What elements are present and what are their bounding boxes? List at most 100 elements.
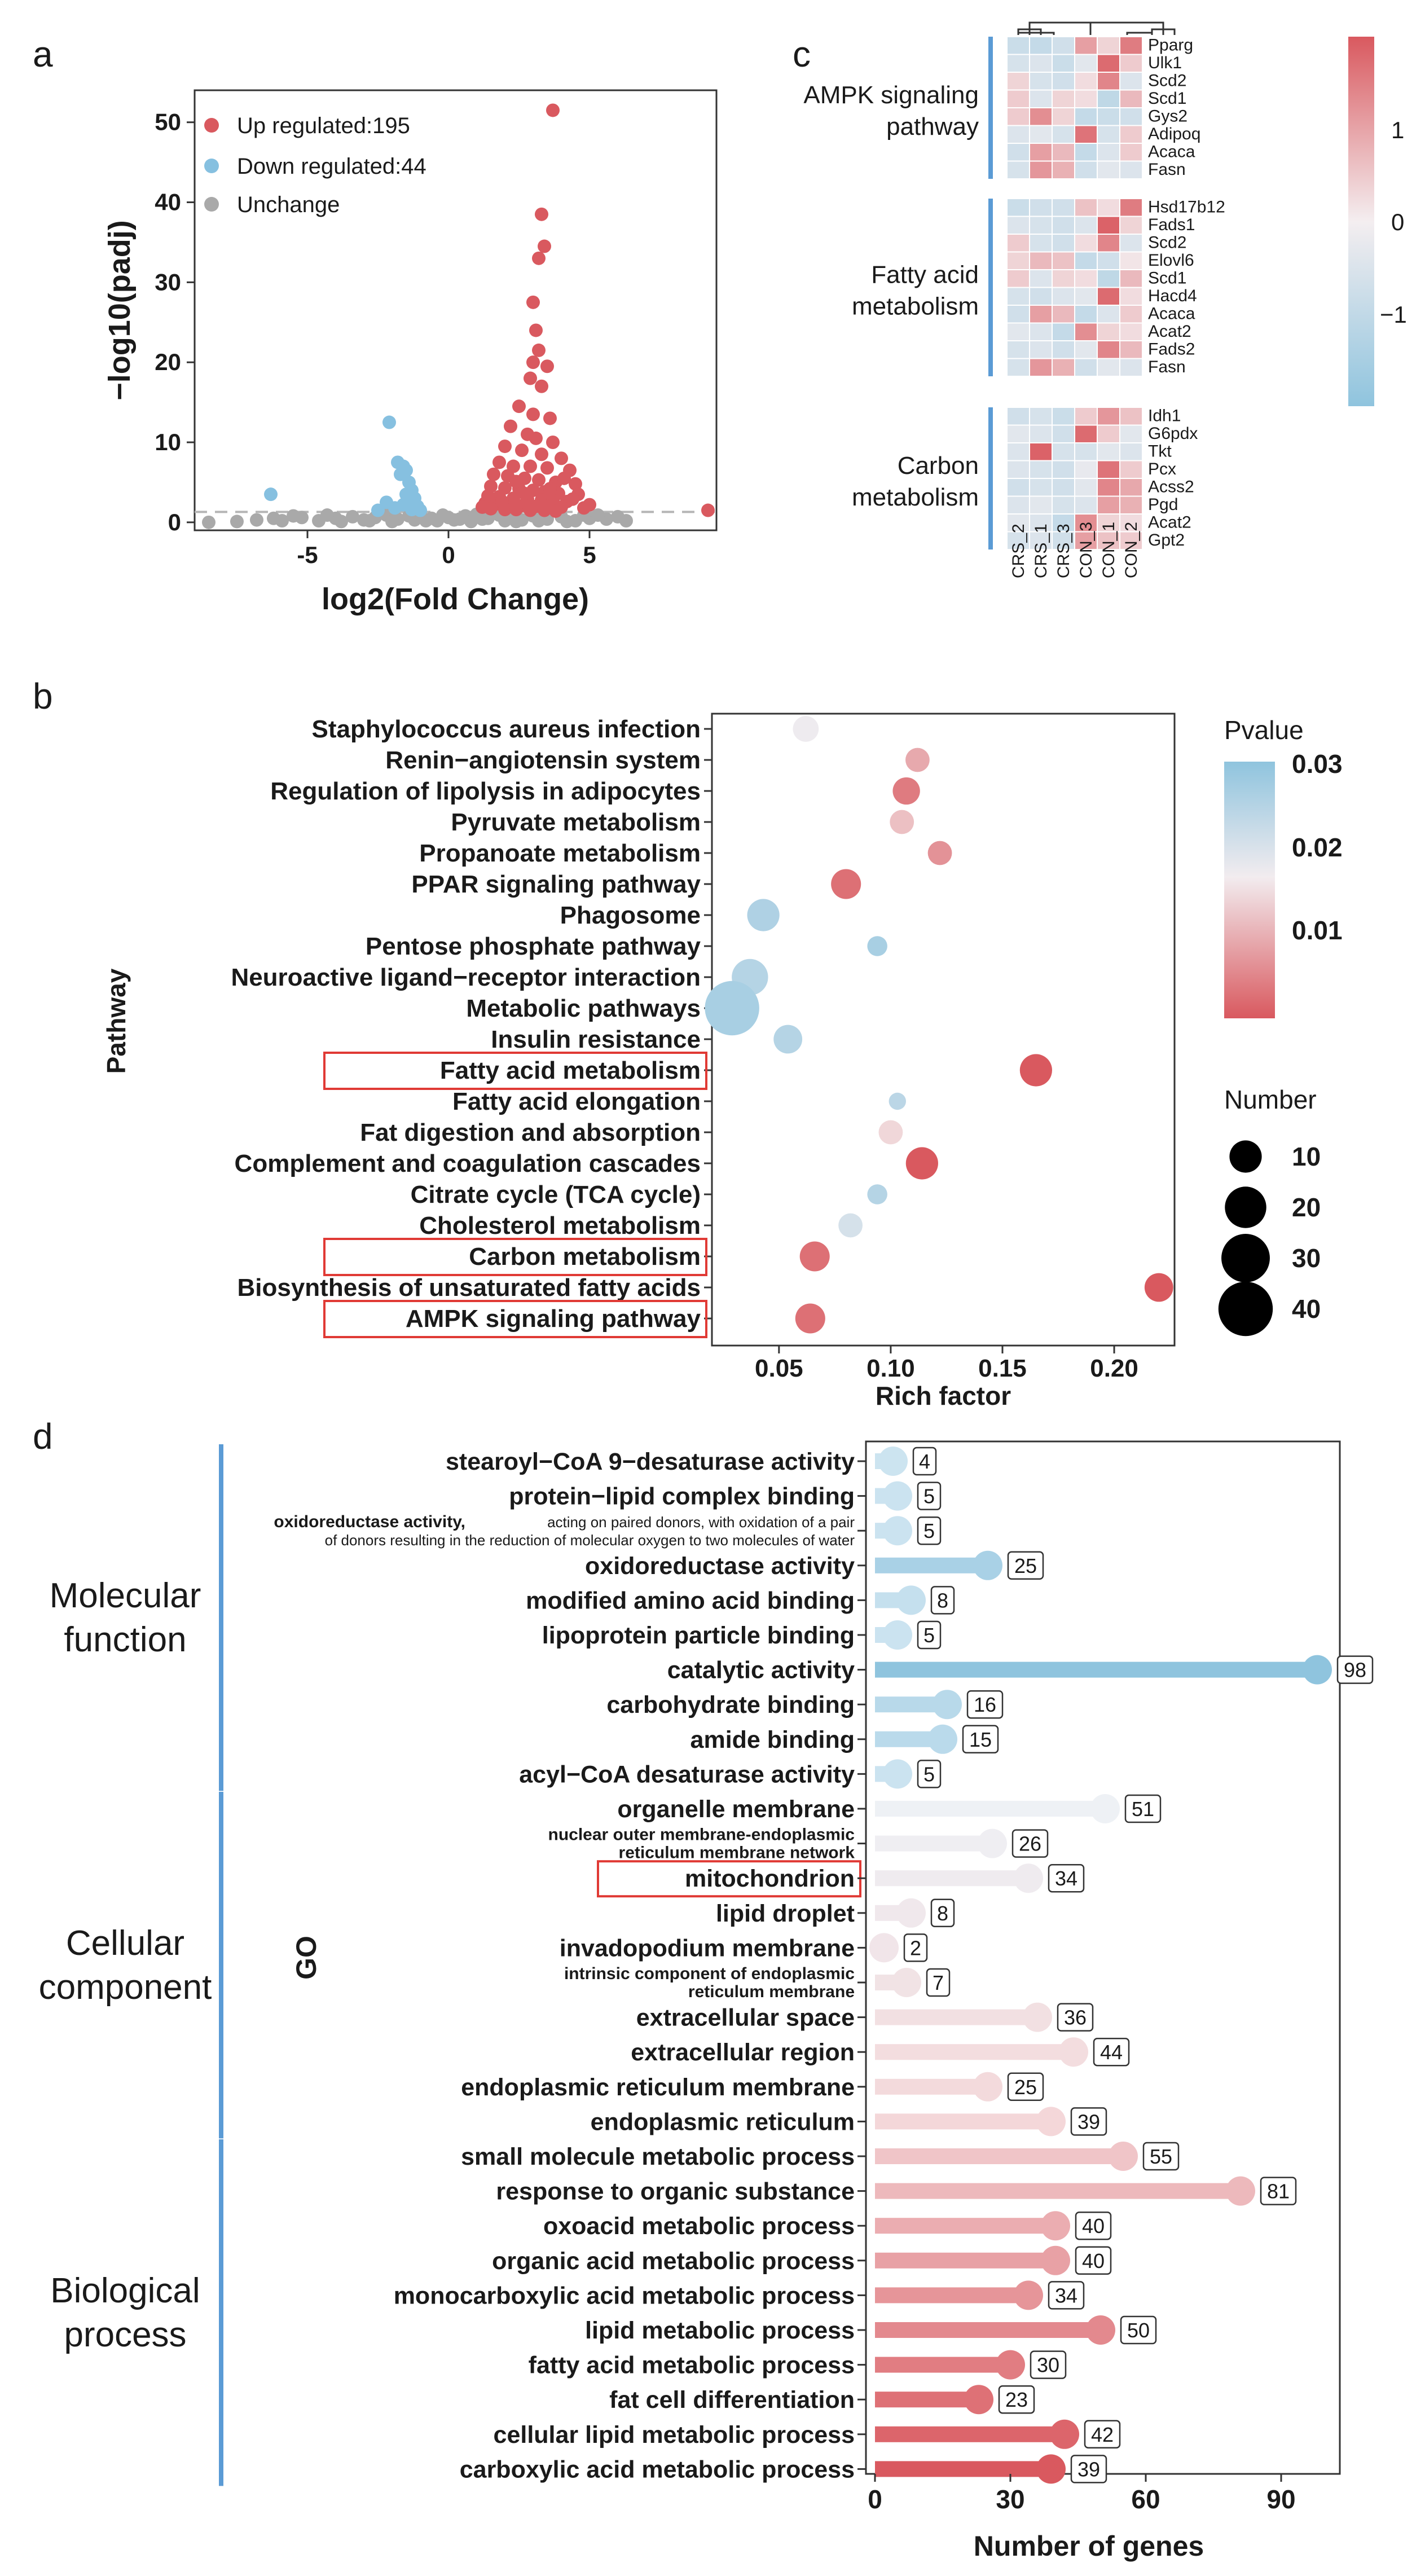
- kegg-point: [795, 1303, 825, 1334]
- go-count-box: [1075, 2246, 1112, 2275]
- kegg-pathway-label: Complement and coagulation cascades: [235, 1150, 701, 1177]
- heatmap-group-label: metabolism: [852, 293, 979, 320]
- go-bar: [875, 1661, 1317, 1678]
- heatmap-cell: [1097, 305, 1120, 324]
- heatmap-cell: [1029, 495, 1053, 515]
- go-count-label: 15: [969, 1728, 992, 1751]
- heatmap-cell: [1074, 442, 1098, 461]
- heatmap-cell: [1029, 89, 1053, 108]
- number-legend-label: 20: [1292, 1193, 1321, 1222]
- heatmap-cell: [1074, 72, 1098, 91]
- go-dot: [1059, 2037, 1088, 2067]
- point-up: [566, 492, 579, 506]
- heatmap-group-label: AMPK signaling: [803, 81, 979, 109]
- heatmap-cell: [1052, 460, 1075, 479]
- go-count-box: [1142, 2142, 1180, 2171]
- go-count-box: [1048, 2281, 1085, 2310]
- heatmap-cell: [1119, 269, 1143, 288]
- go-xtick-label: 90: [1266, 2485, 1295, 2514]
- go-count-label: 25: [1014, 2076, 1037, 2099]
- heatmap-gene-label: Fads1: [1148, 216, 1195, 234]
- point-up: [583, 498, 596, 512]
- heatmap-cell: [1029, 269, 1053, 288]
- heatmap-gene-label: Ulk1: [1148, 54, 1182, 72]
- heatmap-cell: [1074, 513, 1098, 533]
- go-dot: [1014, 1863, 1043, 1893]
- go-dot: [1023, 2002, 1052, 2032]
- heatmap-cell: [1097, 125, 1120, 144]
- heatmap-gene-label: G6pdx: [1148, 424, 1198, 443]
- heatmap-cell: [1119, 322, 1143, 341]
- point-down: [382, 415, 396, 429]
- heatmap-cell: [1052, 198, 1075, 217]
- heatmap-gene-label: Idh1: [1148, 407, 1181, 425]
- go-category-bar: [219, 2139, 223, 2486]
- go-term-label: endoplasmic reticulum membrane: [461, 2074, 855, 2101]
- point-up: [535, 207, 548, 221]
- heatmap-cell: [1074, 234, 1098, 253]
- heatmap-gene-label: Scd2: [1148, 234, 1186, 252]
- go-term-label: lipid metabolic process: [585, 2317, 855, 2344]
- go-term-label: of donors resulting in the reduction of …: [325, 1532, 855, 1549]
- heatmap-cell: [1006, 89, 1030, 108]
- legend-down-label: Down regulated:44: [237, 154, 426, 179]
- heatmap-cell: [1074, 198, 1098, 217]
- number-legend-label: 10: [1292, 1142, 1321, 1171]
- heatmap-cell: [1119, 407, 1143, 426]
- heatmap-cell: [1029, 216, 1053, 235]
- heatmap-cell: [1097, 107, 1120, 126]
- dendro-branch-con: [1090, 21, 1164, 35]
- point-up: [557, 471, 571, 485]
- point-up: [535, 447, 548, 461]
- go-bar: [875, 2183, 1241, 2199]
- point-down: [371, 503, 385, 517]
- heatmap-cell: [1029, 143, 1053, 162]
- kegg-pathway-label: Phagosome: [560, 902, 701, 929]
- number-legend-dot: [1225, 1186, 1266, 1228]
- heatmap-cell: [1052, 407, 1075, 426]
- go-term-label: extracellular space: [636, 2004, 855, 2032]
- heatmap-cell: [1119, 107, 1143, 126]
- heatmap-column-label: CON_1: [1099, 522, 1118, 578]
- point-up: [540, 359, 554, 373]
- heatmap-cell: [1006, 125, 1030, 144]
- heatmap-cell: [1119, 125, 1143, 144]
- heatmap-cell: [1097, 322, 1120, 341]
- heatmap-cell: [1029, 478, 1053, 497]
- go-count-label: 40: [1082, 2214, 1105, 2237]
- kegg-point: [905, 748, 930, 772]
- panel-letter-c: c: [793, 34, 811, 74]
- kegg-pathway-label: Propanoate metabolism: [419, 839, 701, 867]
- go-count-label: 25: [1014, 1554, 1037, 1577]
- go-count-label: 39: [1077, 2458, 1100, 2481]
- go-category-label: process: [64, 2315, 186, 2354]
- go-term-label: nuclear outer membrane-endoplasmic: [548, 1826, 855, 1844]
- colorbar-tick-0: 0: [1391, 209, 1404, 235]
- heatmap-cell: [1074, 89, 1098, 108]
- heatmap-cell: [1097, 36, 1120, 55]
- point-unchange: [591, 508, 605, 522]
- heatmap-cell: [1006, 234, 1030, 253]
- volcano-ylabel: −log10(padj): [103, 220, 137, 401]
- kegg-highlight-box: [323, 1300, 707, 1338]
- heatmap-cell: [1052, 442, 1075, 461]
- go-bar: [875, 1557, 988, 1573]
- go-count-box: [998, 2385, 1035, 2414]
- heatmap-dendrogram: [1017, 21, 1176, 35]
- volcano-points: [202, 103, 715, 529]
- go-bar: [875, 2044, 1074, 2060]
- go-dot: [978, 1828, 1007, 1858]
- heatmap-cell: [1097, 442, 1120, 461]
- heatmap-cell: [1074, 125, 1098, 144]
- point-down: [394, 467, 407, 481]
- go-count-label: 42: [1091, 2423, 1114, 2446]
- point-up: [487, 467, 500, 481]
- heatmap-cell: [1006, 54, 1030, 73]
- heatmap-gene-label: Acaca: [1148, 305, 1195, 323]
- go-dot: [869, 1933, 899, 1963]
- go-bar: [875, 2426, 1065, 2442]
- point-unchange: [560, 515, 574, 529]
- point-up: [492, 455, 506, 469]
- go-count-box: [1084, 2420, 1121, 2449]
- go-dot: [883, 1759, 912, 1789]
